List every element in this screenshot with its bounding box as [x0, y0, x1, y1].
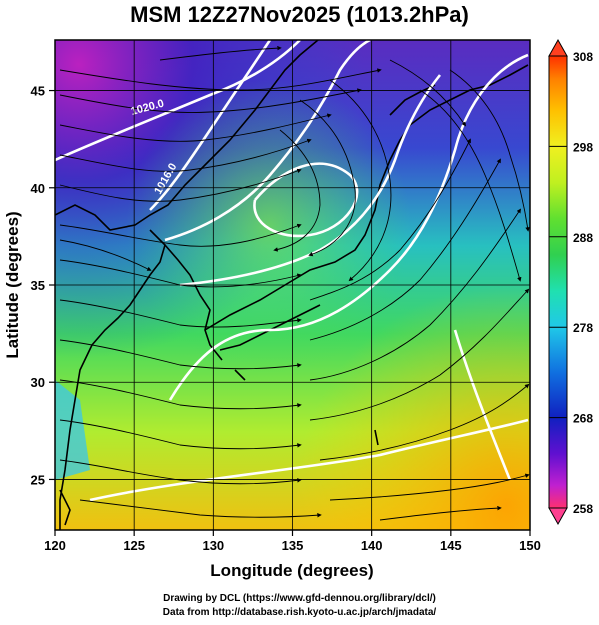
credit-data: Data from http://database.rish.kyoto-u.a…	[162, 607, 437, 618]
y-axis: 25 30 35 40 45	[31, 84, 55, 487]
y-tick-label: 25	[31, 472, 45, 487]
colorbar-tick-label: 298	[573, 140, 593, 154]
coastlines	[55, 40, 529, 530]
graticule	[55, 40, 530, 530]
y-tick-label: 40	[31, 181, 45, 196]
x-tick-label: 125	[123, 538, 145, 553]
colorbar-min-arrow	[548, 507, 568, 526]
y-tick-label: 30	[31, 375, 45, 390]
colorbar-tick-label: 288	[573, 231, 593, 245]
colorbar-tick-label: 308	[573, 50, 593, 64]
colorbar-tick-label: 268	[573, 412, 593, 426]
colorbar-scale	[548, 55, 568, 509]
x-axis: 120 125 130 135 140 145 150	[44, 530, 541, 553]
x-tick-label: 135	[282, 538, 304, 553]
x-tick-label: 145	[440, 538, 462, 553]
colorbar-max-arrow	[548, 38, 568, 57]
x-tick-label: 150	[519, 538, 541, 553]
y-tick-label: 35	[31, 278, 45, 293]
colorbar-tick-label: 278	[573, 321, 593, 335]
credit-drawing: Drawing by DCL (https://www.gfd-dennou.o…	[163, 593, 436, 604]
isobars	[55, 40, 529, 502]
colorbar: 308 298 288 278 268 258	[548, 38, 593, 526]
chart-title: MSM 12Z27Nov2025 (1013.2hPa)	[130, 2, 469, 27]
colorbar-tick-label: 258	[573, 502, 593, 516]
x-tick-label: 130	[202, 538, 224, 553]
y-tick-label: 45	[31, 84, 45, 99]
x-tick-label: 120	[44, 538, 66, 553]
y-axis-label: Latitude (degrees)	[3, 211, 22, 358]
x-tick-label: 140	[361, 538, 383, 553]
x-axis-label: Longitude (degrees)	[210, 561, 373, 580]
credits: Drawing by DCL (https://www.gfd-dennou.o…	[0, 592, 599, 620]
